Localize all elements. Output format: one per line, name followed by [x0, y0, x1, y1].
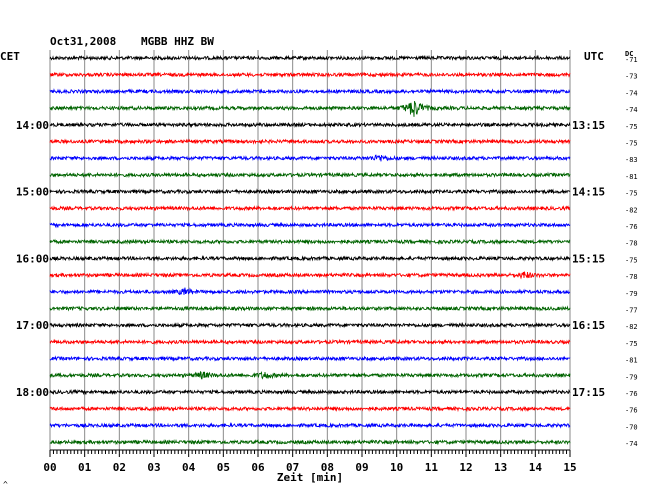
trace-line [49, 188, 571, 195]
trace-line [49, 305, 571, 312]
dc-offset-label: -74 [625, 106, 638, 114]
dc-offset-label: -75 [625, 140, 638, 148]
trace-line [49, 438, 571, 446]
dc-offset-label: -75 [625, 340, 638, 348]
dc-offset-label: -73 [625, 73, 638, 81]
trace-line [49, 422, 571, 429]
x-tick-label: 05 [217, 461, 230, 474]
trace-line [49, 154, 571, 162]
left-hour-label: 17:00 [16, 319, 49, 332]
right-hour-label: 15:15 [572, 252, 605, 265]
trace-line [49, 338, 571, 346]
dc-offset-label: -79 [625, 290, 638, 298]
trace-line [49, 271, 571, 280]
x-tick-label: 15 [563, 461, 576, 474]
trace-line [49, 370, 571, 380]
trace-line [49, 171, 571, 179]
right-hour-label: 17:15 [572, 386, 605, 399]
trace-line [49, 255, 571, 262]
x-tick-label: 04 [182, 461, 196, 474]
right-hour-label: 13:15 [572, 119, 605, 132]
right-hour-label: 14:15 [572, 186, 605, 199]
x-tick-label: 13 [494, 461, 507, 474]
x-tick-label: 11 [425, 461, 439, 474]
right-hour-label: 16:15 [572, 319, 605, 332]
station-label: MGBB HHZ BW [141, 35, 214, 48]
trace-line [49, 355, 571, 362]
trace-line [49, 238, 571, 246]
trace-line [49, 287, 571, 296]
left-hour-label: 15:00 [16, 186, 49, 199]
grid [49, 50, 571, 450]
left-zone-label: CET [0, 50, 20, 63]
x-tick-label: 06 [251, 461, 265, 474]
dc-offset-label: -81 [625, 357, 638, 365]
trace-line [49, 204, 571, 212]
trace-line [49, 388, 571, 396]
dc-header: DC [625, 50, 633, 58]
x-tick-label: 12 [459, 461, 472, 474]
dc-offset-label: -74 [625, 440, 638, 448]
x-tick-label: 00 [43, 461, 56, 474]
x-tick-label: 02 [113, 461, 126, 474]
trace-line [49, 88, 570, 95]
dc-offset-label: -77 [625, 307, 638, 315]
x-tick-label: 09 [355, 461, 368, 474]
dc-offset-label: -70 [625, 423, 638, 431]
dc-offset-label: -71 [625, 56, 638, 64]
x-tick-label: 10 [390, 461, 403, 474]
trace-line [49, 405, 571, 413]
trace-line [49, 221, 571, 229]
trace-line [49, 54, 571, 62]
trace-line [49, 121, 571, 129]
x-tick-label: 14 [529, 461, 543, 474]
x-axis: 00 01 02 03 04 05 06 07 08 09 10 11 12 13 14 15 [43, 449, 577, 474]
dc-offset-label: -78 [625, 240, 638, 248]
x-tick-label: 01 [78, 461, 92, 474]
x-tick-label: 07 [286, 461, 299, 474]
footer-mark: ^ [3, 480, 8, 489]
dc-offset-label: -75 [625, 256, 638, 264]
left-hour-label: 18:00 [16, 386, 49, 399]
row-labels: -71 -73 -74 -74 -75 -75 -83 -81 -75 -82 -76 -78 -75 -… [16, 56, 638, 448]
dc-offset-label: -78 [625, 273, 638, 281]
dc-offset-label: -75 [625, 190, 638, 198]
dc-offset-label: -74 [625, 89, 638, 97]
right-zone-label: UTC [584, 50, 604, 63]
dc-offset-label: -76 [625, 407, 638, 415]
left-hour-label: 16:00 [16, 252, 49, 265]
left-hour-label: 14:00 [16, 119, 49, 132]
dc-offset-label: -82 [625, 323, 638, 331]
dc-offset-label: -75 [625, 123, 638, 131]
trace-line [49, 71, 571, 79]
dc-offset-label: -79 [625, 373, 638, 381]
trace-line [49, 100, 571, 117]
dc-offset-label: -81 [625, 173, 638, 181]
x-axis-label: Zeit [min] [277, 471, 343, 484]
dc-offset-label: -76 [625, 390, 638, 398]
dc-offset-label: -82 [625, 206, 638, 214]
dc-offset-label: -76 [625, 223, 638, 231]
traces [49, 54, 571, 446]
chart-title: Oct31,2008 [50, 35, 116, 48]
x-tick-label: 03 [147, 461, 160, 474]
trace-line [49, 138, 571, 145]
x-tick-label: 08 [321, 461, 334, 474]
trace-line [49, 321, 571, 329]
dc-offset-label: -83 [625, 156, 638, 164]
